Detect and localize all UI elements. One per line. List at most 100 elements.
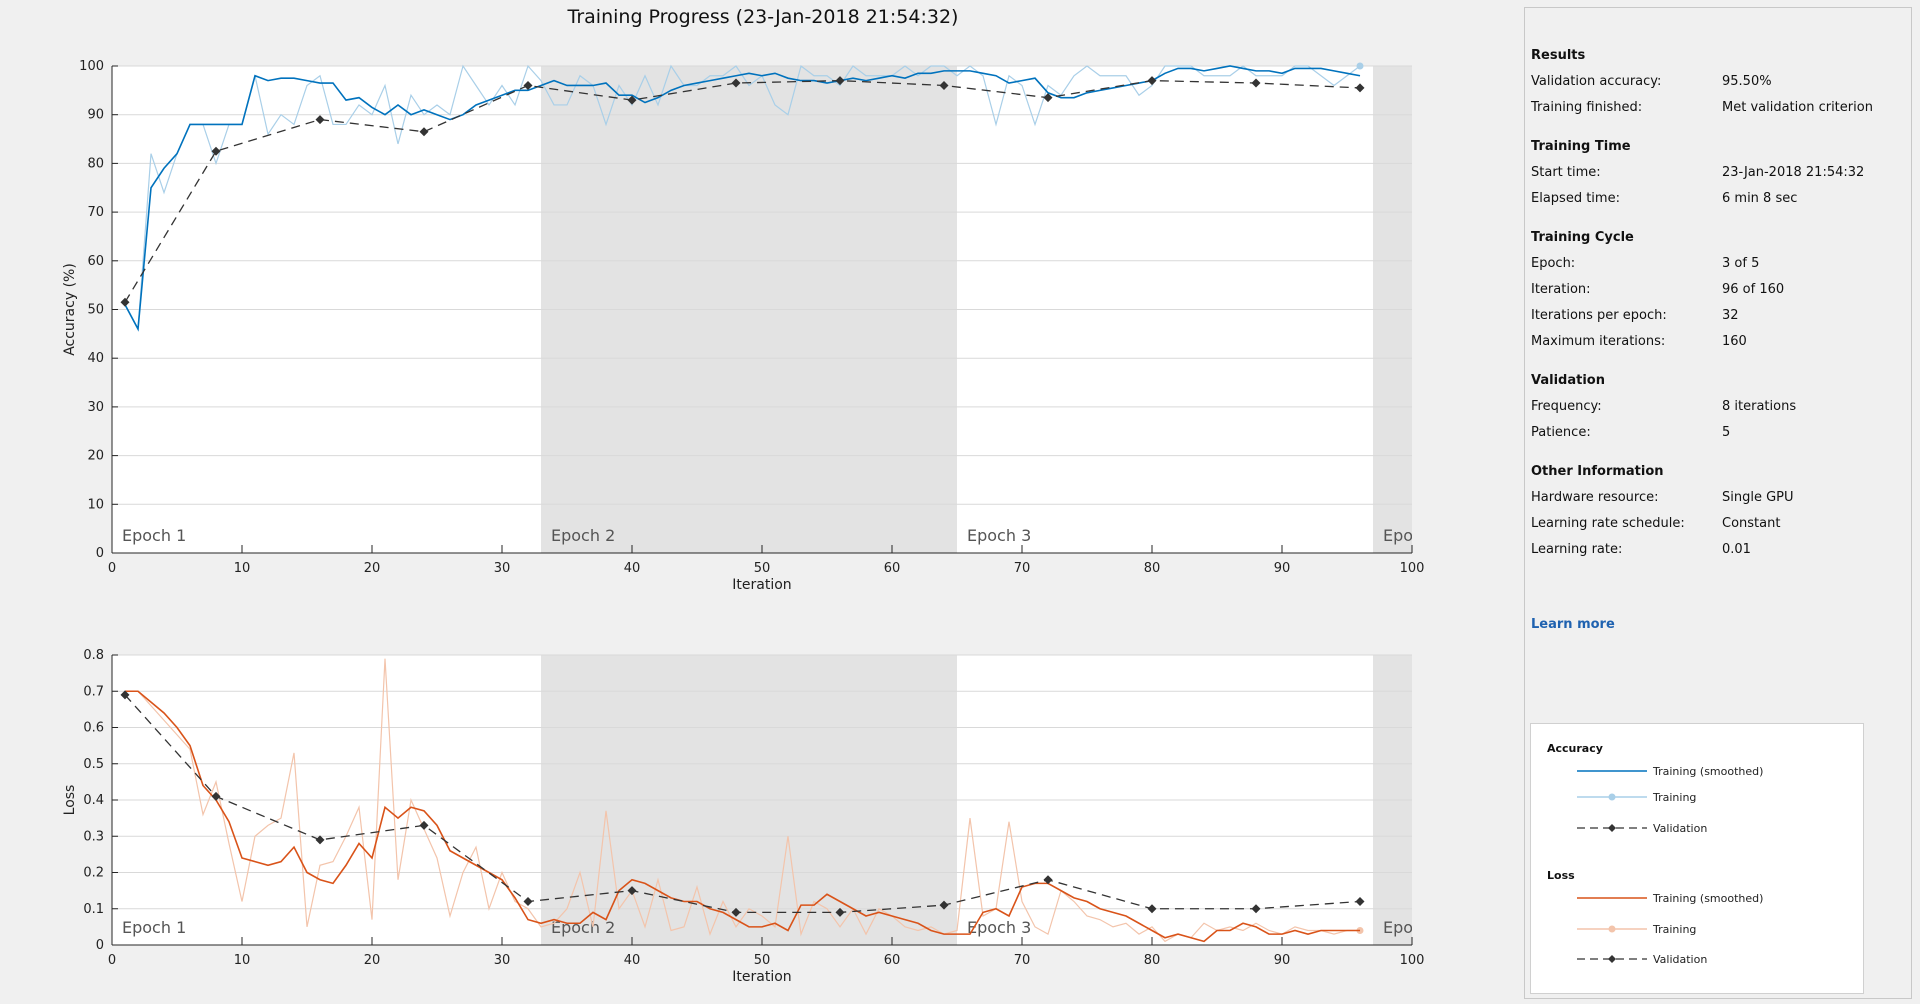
info-row-label: Iteration: (1531, 282, 1591, 297)
series-point-training (1356, 62, 1364, 70)
info-row-label: Patience: (1531, 425, 1591, 440)
learn-more-link[interactable]: Learn more (1531, 617, 1615, 632)
info-row-label: Elapsed time: (1531, 191, 1620, 206)
validation-point (731, 78, 741, 88)
x-tick-label: 50 (754, 953, 771, 968)
validation-point (835, 76, 845, 86)
validation-point (1355, 897, 1365, 906)
validation-point (939, 80, 949, 90)
info-row-label: Learning rate schedule: (1531, 516, 1685, 531)
validation-point (627, 886, 637, 896)
legend-loss-title: Loss (1547, 869, 1575, 882)
epoch-label: Epo (1383, 526, 1413, 545)
info-row-label: Iterations per epoch: (1531, 308, 1667, 323)
y-axis-label: Accuracy (%) (62, 263, 78, 356)
y-tick-label: 50 (87, 303, 104, 318)
epoch-label: Epoch 3 (967, 918, 1031, 937)
series-line-training (125, 658, 1360, 943)
validation-point (211, 791, 221, 801)
x-tick-label: 60 (884, 953, 901, 968)
info-row-label: Epoch: (1531, 256, 1576, 271)
y-tick-label: 40 (87, 351, 104, 366)
validation-point (211, 146, 221, 156)
info-row-label: Validation accuracy: (1531, 74, 1662, 89)
legend-accuracy-title: Accuracy (1547, 742, 1603, 755)
info-section-title: Training Cycle (1531, 230, 1634, 245)
validation-point (419, 820, 429, 830)
validation-point (939, 900, 949, 910)
x-tick-label: 20 (364, 561, 381, 576)
epoch-label: Epo (1383, 918, 1413, 937)
legend-loss-validation-swatch (1577, 955, 1647, 963)
y-tick-label: 0.1 (83, 902, 104, 917)
x-tick-label: 40 (624, 953, 641, 968)
x-tick-label: 0 (108, 561, 116, 576)
validation-point (523, 897, 533, 906)
x-tick-label: 30 (494, 561, 511, 576)
y-tick-label: 100 (79, 59, 104, 74)
x-tick-label: 70 (1014, 561, 1031, 576)
legend-loss-validation-label: Validation (1653, 953, 1708, 966)
x-axis-label: Iteration (732, 577, 791, 593)
info-row-label: Training finished: (1531, 100, 1643, 115)
y-tick-label: 90 (87, 108, 104, 123)
validation-point (523, 80, 533, 90)
legend-acc-training-swatch (1577, 793, 1647, 801)
y-tick-label: 0 (96, 546, 104, 561)
validation-point (1147, 904, 1157, 914)
info-section-title: Other Information (1531, 464, 1664, 479)
info-row-value: 23-Jan-2018 21:54:32 (1722, 165, 1865, 180)
x-tick-label: 40 (624, 561, 641, 576)
legend-loss-smoothed-label: Training (smoothed) (1653, 892, 1764, 905)
validation-point (627, 95, 637, 105)
y-tick-label: 0.5 (83, 757, 104, 772)
y-tick-label: 0.2 (83, 866, 104, 881)
legend-loss-smoothed-swatch (1577, 897, 1647, 899)
legend-acc-smoothed-swatch (1577, 770, 1647, 772)
validation-point (315, 115, 325, 125)
series-line-training-smoothed (125, 690, 1360, 943)
epoch-label: Epoch 3 (967, 526, 1031, 545)
validation-point (835, 907, 845, 917)
page-title: Training Progress (23-Jan-2018 21:54:32) (567, 6, 959, 28)
x-tick-label: 90 (1274, 953, 1291, 968)
x-tick-label: 30 (494, 953, 511, 968)
legend: Accuracy Training (smoothed) Training Va… (1530, 723, 1864, 994)
x-tick-label: 100 (1400, 561, 1425, 576)
x-tick-label: 70 (1014, 953, 1031, 968)
legend-loss-training-swatch (1577, 925, 1647, 933)
validation-point (120, 690, 130, 700)
y-tick-label: 0 (96, 938, 104, 953)
y-tick-label: 80 (87, 156, 104, 171)
validation-point (1355, 83, 1365, 93)
info-row-value: 95.50% (1722, 74, 1772, 89)
epoch-label: Epoch 2 (551, 526, 615, 545)
info-row-label: Start time: (1531, 165, 1601, 180)
x-tick-label: 80 (1144, 561, 1161, 576)
y-tick-label: 0.6 (83, 721, 104, 736)
x-tick-label: 20 (364, 953, 381, 968)
info-row-value: 6 min 8 sec (1722, 191, 1798, 206)
epoch-label: Epoch 1 (122, 526, 186, 545)
info-row-value: 160 (1722, 334, 1747, 349)
info-section-title: Validation (1531, 373, 1605, 388)
info-row-label: Hardware resource: (1531, 490, 1659, 505)
info-row-value: 96 of 160 (1722, 282, 1785, 297)
info-section-title: Training Time (1531, 139, 1631, 154)
info-row-value: 3 of 5 (1722, 256, 1760, 271)
x-tick-label: 50 (754, 561, 771, 576)
y-tick-label: 70 (87, 205, 104, 220)
y-tick-label: 0.4 (83, 793, 104, 808)
info-row-value: Constant (1722, 516, 1781, 531)
legend-acc-validation-label: Validation (1653, 822, 1708, 835)
x-tick-label: 80 (1144, 953, 1161, 968)
x-tick-label: 100 (1400, 953, 1425, 968)
y-tick-label: 0.7 (83, 684, 104, 699)
info-row-value: 32 (1722, 308, 1739, 323)
accuracy-chart: Epoch 1 Epoch 2 Epoch 3 Epo 0 10 20 30 40 50 60 70 8… (62, 59, 1425, 593)
x-tick-label: 10 (234, 561, 251, 576)
legend-acc-smoothed-label: Training (smoothed) (1653, 765, 1764, 778)
epoch-label: Epoch 1 (122, 918, 186, 937)
validation-point (315, 835, 325, 845)
